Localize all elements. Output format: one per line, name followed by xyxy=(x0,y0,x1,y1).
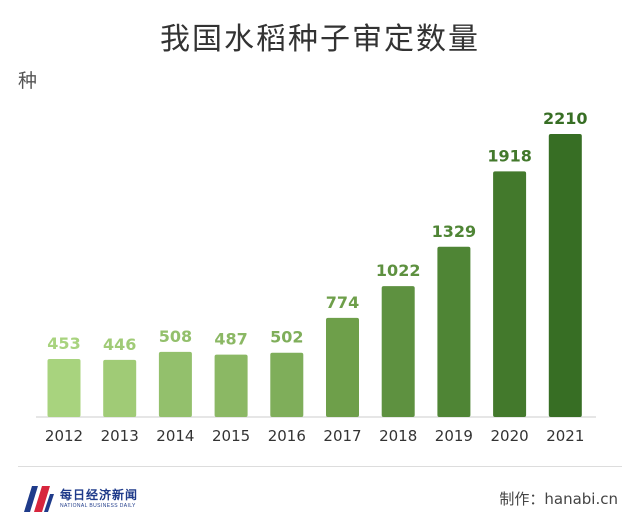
publisher-logo: 每日经济新闻 NATIONAL BUSINESS DAILY xyxy=(22,482,138,516)
x-tick-label-2020: 2020 xyxy=(491,427,529,445)
bar-2017 xyxy=(326,317,359,417)
footer-divider xyxy=(18,466,622,467)
bar-2014 xyxy=(158,351,192,417)
x-tick-label-2012: 2012 xyxy=(45,427,83,445)
credit-text: 制作：hanabi.cn xyxy=(499,490,618,508)
value-label-2015: 487 xyxy=(214,330,247,349)
x-tick-label-2014: 2014 xyxy=(156,427,194,445)
value-label-2020: 1918 xyxy=(487,146,532,165)
bar-2015 xyxy=(214,354,248,417)
bar-2021 xyxy=(548,134,582,417)
value-label-2016: 502 xyxy=(270,328,303,347)
x-tick-label-2015: 2015 xyxy=(212,427,250,445)
logo-english-text: NATIONAL BUSINESS DAILY xyxy=(60,503,136,509)
bar-2016 xyxy=(270,352,304,417)
bar-2019 xyxy=(437,246,471,417)
x-tick-label-2018: 2018 xyxy=(379,427,417,445)
value-label-2017: 774 xyxy=(326,293,359,312)
x-tick-label-2017: 2017 xyxy=(323,427,361,445)
bar-2013 xyxy=(103,359,137,417)
value-label-2012: 453 xyxy=(47,334,80,353)
value-label-2019: 1329 xyxy=(432,222,477,241)
value-labels-layer: 453 446 508 487 502 774 1022 1329 1918 2210 xyxy=(47,109,587,354)
value-label-2013: 446 xyxy=(103,335,136,354)
bars-layer xyxy=(47,134,582,417)
x-tick-label-2016: 2016 xyxy=(268,427,306,445)
bar-2018 xyxy=(381,286,415,417)
bar-2012 xyxy=(47,359,81,417)
x-tick-label-2013: 2013 xyxy=(101,427,139,445)
logo-chinese-text: 每日经济新闻 xyxy=(60,488,139,502)
chart-title: 我国水稻种子审定数量 xyxy=(160,22,480,57)
x-tick-label-2019: 2019 xyxy=(435,427,473,445)
bar-2020 xyxy=(493,171,527,417)
value-label-2014: 508 xyxy=(159,327,192,346)
x-tick-label-2021: 2021 xyxy=(546,427,584,445)
logo-icon xyxy=(24,486,54,512)
unit-label: 种 xyxy=(18,70,38,92)
value-label-2018: 1022 xyxy=(376,261,421,280)
value-label-2021: 2210 xyxy=(543,109,588,128)
tick-labels-layer: 2012 2013 2014 2015 2016 2017 2018 2019 2020 2021 xyxy=(45,427,584,445)
